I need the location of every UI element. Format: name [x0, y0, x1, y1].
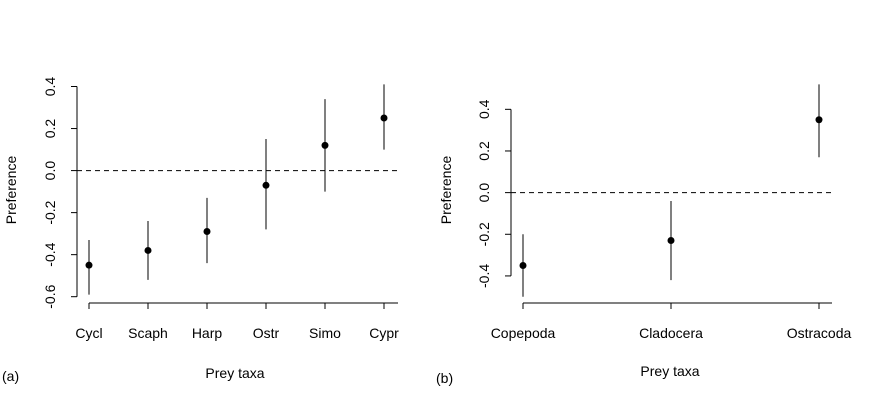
panel-a-x-tick-label: Simo — [309, 325, 341, 341]
panel-a-preference-chart: Preference Prey taxa (a) -0.6 -0.4 -0.2 0.0… — [2, 77, 399, 384]
panel-a-data-point — [380, 114, 388, 122]
panel-a-data-point — [85, 261, 93, 269]
panel-a-x-tick-label: Cypr — [369, 325, 399, 341]
panel-b-y-tick-label: 0.2 — [476, 141, 492, 161]
panel-a-x-axis-label: Prey taxa — [205, 365, 264, 381]
panel-a-y-tick-label: -0.2 — [42, 200, 58, 224]
panel-a-y-tick-label: -0.6 — [42, 284, 58, 308]
panel-a-y-tick-label: -0.4 — [42, 242, 58, 266]
panel-b-y-axis-label: Preference — [438, 156, 454, 225]
panel-b-data-point — [815, 116, 823, 124]
panel-a-x-tick-label: Harp — [192, 325, 223, 341]
panel-b-x-axis-label: Prey taxa — [640, 363, 699, 379]
panel-b-data-point — [519, 262, 527, 270]
panel-a-x-tick-label: Cycl — [75, 325, 102, 341]
panel-a-data-point — [203, 228, 211, 236]
panel-b-data-point — [667, 237, 675, 245]
panel-a-label: (a) — [2, 368, 19, 384]
panel-b-x-tick-label: Cladocera — [639, 325, 703, 341]
panel-a-data-point — [321, 141, 329, 149]
panel-a-y-axis-label: Preference — [3, 156, 19, 225]
panel-b-label: (b) — [436, 370, 453, 386]
panel-b-y-tick-label: 0.4 — [476, 99, 492, 119]
panel-a-data-point — [262, 181, 270, 189]
panel-b-preference-chart: Preference Prey taxa (b) -0.4 -0.2 0.0 0.2 0… — [436, 84, 852, 386]
panel-a-y-tick-label: 0.0 — [42, 161, 58, 181]
panel-b-y-tick-label: 0.0 — [476, 183, 492, 203]
panel-a-x-tick-label: Scaph — [128, 325, 168, 341]
panel-b-y-tick-label: -0.4 — [476, 264, 492, 288]
panel-b-x-tick-label: Ostracoda — [787, 325, 852, 341]
panel-b-y-tick-label: -0.2 — [476, 222, 492, 246]
panel-b-x-tick-label: Copepoda — [491, 325, 556, 341]
panel-a-data-point — [144, 246, 152, 254]
panel-a-x-tick-label: Ostr — [253, 325, 280, 341]
panel-a-y-tick-label: 0.4 — [42, 77, 58, 97]
panel-a-y-tick-label: 0.2 — [42, 119, 58, 139]
